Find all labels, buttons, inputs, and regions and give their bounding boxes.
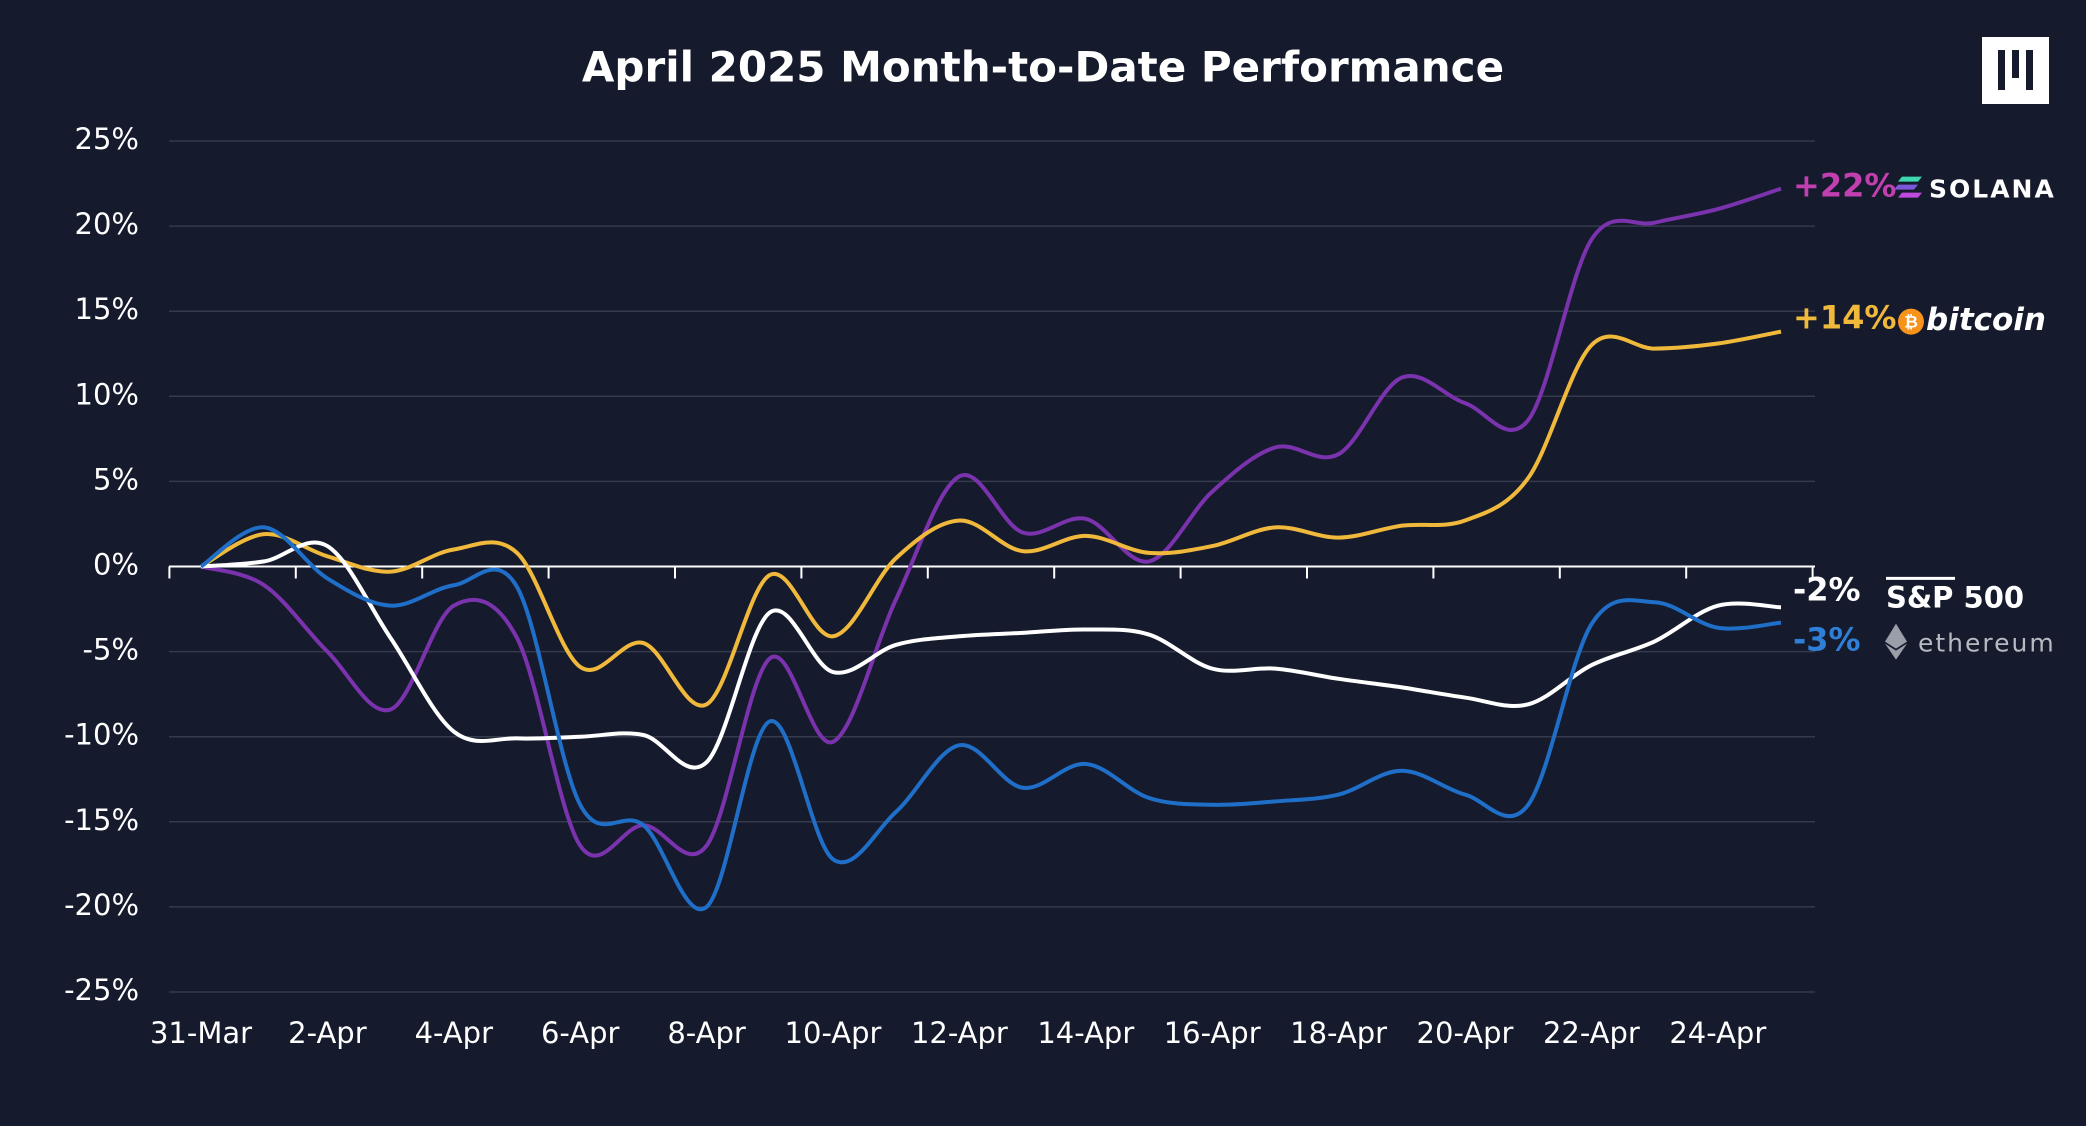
ethereum-icon <box>1885 623 1907 660</box>
legend-entry: ethereum <box>1885 623 2056 660</box>
legend-entry: S&P 500 <box>1886 576 2024 614</box>
y-tick-label: -10% <box>64 718 139 752</box>
x-tick-label: 31-Mar <box>150 1016 252 1050</box>
x-tick-label: 8-Apr <box>667 1016 746 1050</box>
legend-label: SOLANA <box>1929 175 2056 204</box>
solana-icon <box>1898 192 1922 198</box>
x-tick-label: 2-Apr <box>288 1016 367 1050</box>
y-tick-label: -20% <box>64 888 139 922</box>
y-tick-label: -5% <box>83 633 139 667</box>
legend-label: ethereum <box>1918 629 2056 658</box>
x-tick-label: 22-Apr <box>1543 1016 1640 1050</box>
series-line <box>199 525 1782 912</box>
y-tick-label: 10% <box>75 377 139 411</box>
x-tick-label: 16-Apr <box>1164 1016 1261 1050</box>
y-tick-label: -25% <box>64 973 139 1007</box>
legend-label: S&P 500 <box>1886 580 2024 614</box>
legend-entry: SOLANA <box>1894 175 2056 204</box>
y-tick-label: 0% <box>93 548 139 582</box>
chart-title: April 2025 Month-to-Date Performance <box>582 43 1504 92</box>
x-tick-label: 10-Apr <box>785 1016 882 1050</box>
x-tick-label: 6-Apr <box>541 1016 620 1050</box>
end-label: -2% <box>1793 570 1861 608</box>
x-tick-label: 4-Apr <box>415 1016 494 1050</box>
bitcoin-icon <box>1898 308 1924 335</box>
end-label: +22% <box>1793 167 1896 205</box>
legend-entry: ₿ bitcoin <box>1898 302 2046 338</box>
end-label: -3% <box>1793 621 1861 659</box>
series-line <box>200 186 1782 858</box>
end-label: +14% <box>1793 299 1896 337</box>
solana-icon <box>1898 176 1922 182</box>
x-tick-label: 14-Apr <box>1037 1016 1134 1050</box>
series-line <box>200 540 1782 770</box>
x-tick-label: 24-Apr <box>1669 1016 1766 1050</box>
logo <box>1982 37 2049 104</box>
bitcoin-glyph: ₿ <box>1904 313 1918 333</box>
y-tick-label: 25% <box>75 122 139 156</box>
y-tick-label: 5% <box>93 462 139 496</box>
solana-icon <box>1894 184 1918 190</box>
x-tick-label: 12-Apr <box>911 1016 1008 1050</box>
series-line <box>200 329 1782 708</box>
y-tick-label: -15% <box>64 803 139 837</box>
legend-label: bitcoin <box>1926 302 2046 338</box>
y-tick-label: 15% <box>75 292 139 326</box>
y-tick-label: 20% <box>75 207 139 241</box>
x-tick-label: 20-Apr <box>1417 1016 1514 1050</box>
x-tick-label: 18-Apr <box>1290 1016 1387 1050</box>
